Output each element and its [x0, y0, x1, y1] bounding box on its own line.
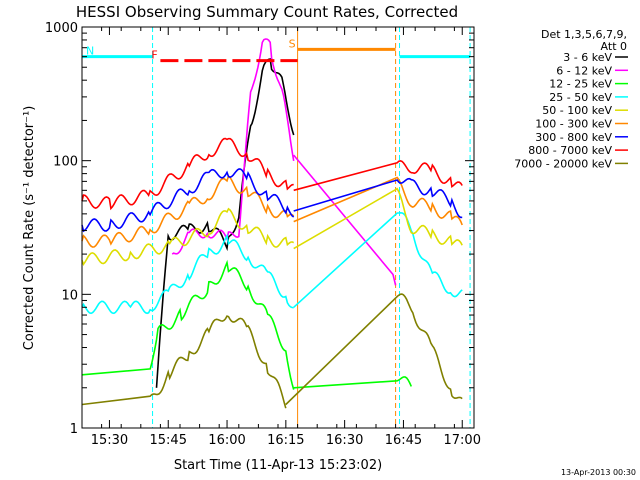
series-line-2	[81, 259, 413, 390]
timestamp: 13-Apr-2013 00:30	[561, 468, 636, 477]
legend-label-5: 100 - 300 keV	[535, 118, 612, 131]
flag-label-F: F	[151, 49, 157, 62]
x-tick-label-4: 16:30	[326, 433, 363, 448]
series-line-1	[171, 38, 397, 286]
series-line-0	[155, 58, 295, 388]
legend-label-3: 25 - 50 keV	[549, 91, 612, 104]
legend-label-2: 12 - 25 keV	[549, 78, 612, 91]
legend-label-4: 50 - 100 keV	[542, 104, 612, 117]
y-axis-label: Corrected Count Rate (s⁻¹ detector⁻¹)	[22, 106, 37, 351]
y-tick-label-3: 1000	[45, 21, 78, 36]
x-tick-label-2: 16:00	[208, 433, 245, 448]
legend-header-line-2: Att 0	[601, 40, 627, 53]
series-line-7	[81, 137, 463, 211]
legend-label-8: 7000 - 20000 keV	[514, 157, 612, 170]
legend-label-7: 800 - 7000 keV	[528, 144, 612, 157]
x-tick-label-5: 16:45	[385, 433, 422, 448]
legend-label-0: 3 - 6 keV	[563, 51, 612, 64]
plot-area: N FS	[81, 27, 471, 428]
legend-header-line-1: Det 1,3,5,6,7,9,	[541, 28, 627, 41]
chart-title: HESSI Observing Summary Count Rates, Cor…	[76, 3, 458, 21]
x-axis-label: Start Time (11-Apr-13 15:23:02)	[174, 458, 382, 473]
y-tick-label-2: 100	[53, 155, 78, 170]
series-line-4	[81, 187, 463, 267]
flag-label-N: N	[86, 45, 94, 58]
flag-label-S: S	[289, 37, 296, 50]
x-tick-label-1: 15:45	[150, 433, 187, 448]
series-line-8	[81, 293, 463, 409]
axis-ticks: 15:30 15:45 16:00 16:15 16:30 16:45 17:00 1 10 10…	[45, 21, 481, 448]
legend-label-1: 6 - 12 keV	[556, 64, 612, 77]
x-tick-label-0: 15:30	[91, 433, 128, 448]
legend-label-6: 300 - 800 keV	[535, 131, 612, 144]
x-tick-label-6: 17:00	[444, 433, 481, 448]
y-tick-label-0: 1	[70, 422, 78, 437]
x-tick-label-3: 16:15	[267, 433, 304, 448]
y-tick-label-1: 10	[61, 288, 78, 303]
series-line-6	[81, 168, 463, 233]
